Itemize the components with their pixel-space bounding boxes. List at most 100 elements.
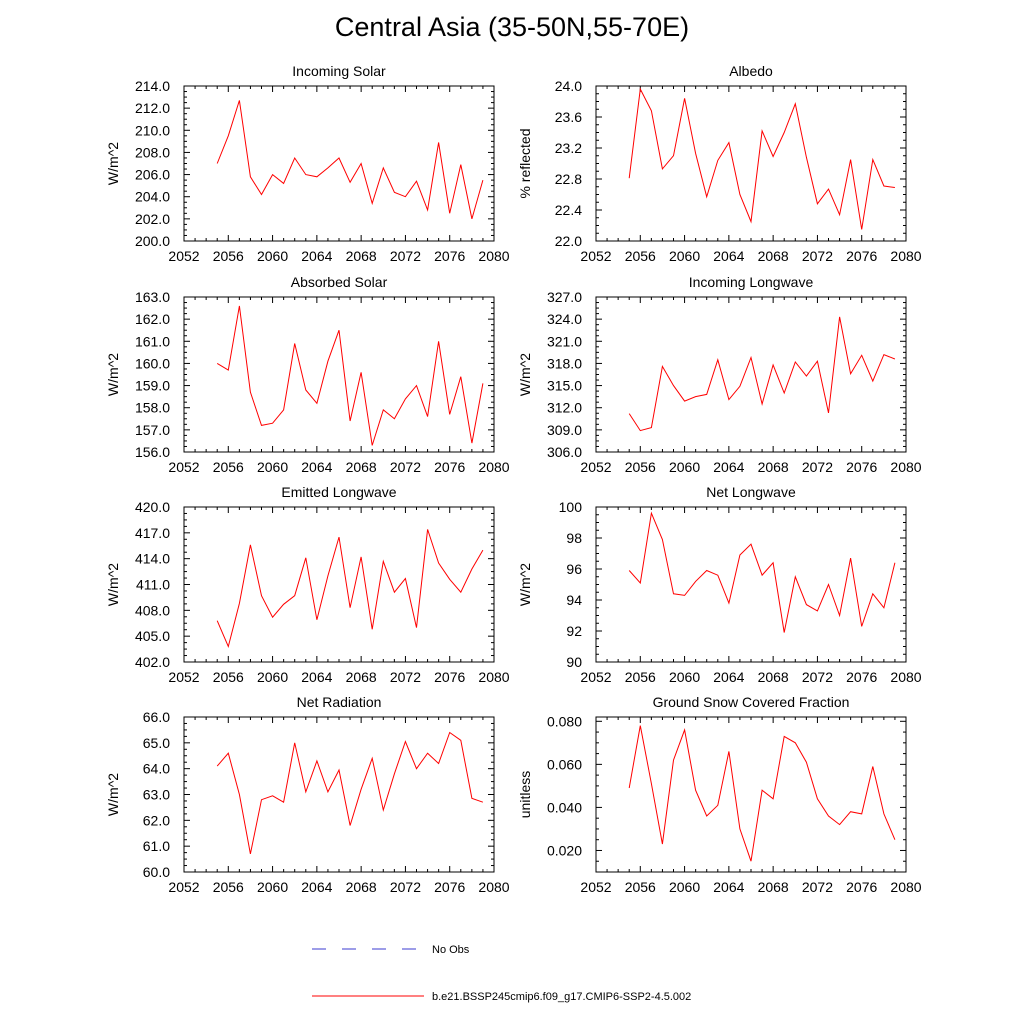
x-tick-label: 2060 — [257, 879, 288, 895]
x-tick-label: 2072 — [802, 459, 833, 475]
y-tick-label: 312.0 — [547, 400, 582, 416]
y-axis-label: W/m^2 — [517, 353, 533, 396]
y-tick-label: 0.020 — [547, 842, 582, 858]
x-tick-label: 2060 — [669, 879, 700, 895]
x-tick-label: 2052 — [580, 879, 611, 895]
y-tick-label: 22.4 — [555, 202, 582, 218]
x-tick-label: 2076 — [846, 879, 877, 895]
y-axis-label: W/m^2 — [517, 563, 533, 606]
panel-title: Net Longwave — [706, 484, 796, 500]
y-tick-label: 61.0 — [143, 838, 170, 854]
x-tick-label: 2068 — [758, 459, 789, 475]
x-tick-label: 2076 — [846, 669, 877, 685]
y-tick-label: 0.060 — [547, 756, 582, 772]
y-tick-label: 159.0 — [135, 378, 170, 394]
plot-frame — [595, 716, 907, 873]
y-tick-label: 163.0 — [135, 289, 170, 305]
y-tick-label: 212.0 — [135, 100, 170, 116]
x-tick-label: 2076 — [434, 248, 465, 264]
y-tick-label: 161.0 — [135, 333, 170, 349]
x-tick-label: 2064 — [301, 459, 332, 475]
x-tick-label: 2080 — [890, 248, 921, 264]
panel-8: 2052 2056 2060 2064 2068 2072 2076 2080 0.020 0.0… — [517, 694, 922, 895]
series-line — [216, 529, 484, 649]
panel-2: 2052 2056 2060 2064 2068 2072 2076 2080 22.0 22.4… — [517, 63, 922, 264]
y-tick-label: 23.2 — [555, 140, 582, 156]
series-line — [628, 511, 896, 633]
x-tick-label: 2056 — [213, 248, 244, 264]
x-tick-label: 2064 — [301, 879, 332, 895]
panel-title: Absorbed Solar — [291, 274, 388, 290]
y-tick-label: 0.040 — [547, 799, 582, 815]
y-tick-label: 210.0 — [135, 122, 170, 138]
x-tick-label: 2056 — [213, 669, 244, 685]
x-tick-label: 2064 — [713, 459, 744, 475]
y-tick-label: 315.0 — [547, 378, 582, 394]
y-tick-label: 208.0 — [135, 144, 170, 160]
x-tick-label: 2060 — [257, 459, 288, 475]
y-tick-label: 327.0 — [547, 289, 582, 305]
plot-frame — [595, 506, 907, 663]
x-tick-label: 2052 — [168, 879, 199, 895]
y-tick-label: 402.0 — [135, 654, 170, 670]
series-line — [628, 725, 896, 862]
x-tick-label: 2068 — [758, 669, 789, 685]
x-tick-label: 2064 — [301, 248, 332, 264]
y-tick-label: 214.0 — [135, 78, 170, 94]
y-tick-label: 160.0 — [135, 355, 170, 371]
y-tick-label: 92 — [566, 623, 582, 639]
y-axis-label: % reflected — [517, 128, 533, 198]
legend: No Obs b.e21.BSSP245cmip6.f09_g17.CMIP6-S… — [312, 944, 691, 1003]
y-tick-label: 202.0 — [135, 211, 170, 227]
legend-label-model: b.e21.BSSP245cmip6.f09_g17.CMIP6-SSP2-4.… — [432, 991, 691, 1003]
y-tick-label: 321.0 — [547, 333, 582, 349]
y-tick-label: 411.0 — [136, 577, 170, 593]
y-tick-label: 0.080 — [547, 713, 582, 729]
x-tick-label: 2072 — [390, 879, 421, 895]
y-axis-label: unitless — [517, 771, 533, 818]
x-tick-label: 2080 — [478, 248, 509, 264]
panel-title: Incoming Longwave — [689, 274, 814, 290]
x-tick-label: 2072 — [802, 248, 833, 264]
panel-5: 2052 2056 2060 2064 2068 2072 2076 2080 402.0 405… — [105, 484, 510, 685]
panel-4: 2052 2056 2060 2064 2068 2072 2076 2080 306.0 309… — [517, 274, 922, 475]
y-axis-label: W/m^2 — [105, 353, 121, 396]
x-tick-label: 2076 — [846, 248, 877, 264]
x-tick-label: 2060 — [669, 669, 700, 685]
x-tick-label: 2068 — [346, 669, 377, 685]
plot-frame — [595, 296, 907, 453]
x-tick-label: 2072 — [802, 669, 833, 685]
x-tick-label: 2080 — [478, 669, 509, 685]
x-tick-label: 2060 — [669, 248, 700, 264]
x-tick-label: 2056 — [625, 248, 656, 264]
y-tick-label: 94 — [566, 592, 582, 608]
x-tick-label: 2064 — [713, 669, 744, 685]
x-tick-label: 2052 — [580, 248, 611, 264]
plot-frame — [183, 716, 495, 873]
y-tick-label: 60.0 — [143, 864, 170, 880]
y-tick-label: 100 — [559, 499, 583, 515]
y-tick-label: 62.0 — [143, 812, 170, 828]
x-tick-label: 2068 — [758, 879, 789, 895]
x-tick-label: 2052 — [168, 669, 199, 685]
x-tick-label: 2076 — [846, 459, 877, 475]
x-tick-label: 2072 — [390, 248, 421, 264]
x-tick-label: 2052 — [168, 459, 199, 475]
plot-frame — [183, 85, 495, 242]
y-tick-label: 420.0 — [135, 499, 170, 515]
x-tick-label: 2056 — [625, 879, 656, 895]
panel-title: Incoming Solar — [292, 63, 386, 79]
y-tick-label: 65.0 — [143, 735, 170, 751]
x-tick-label: 2080 — [478, 459, 509, 475]
x-tick-label: 2060 — [257, 248, 288, 264]
y-tick-label: 408.0 — [135, 602, 170, 618]
x-tick-label: 2072 — [390, 669, 421, 685]
x-tick-label: 2072 — [390, 459, 421, 475]
x-tick-label: 2052 — [580, 669, 611, 685]
figure-title: Central Asia (35-50N,55-70E) — [334, 12, 690, 42]
y-tick-label: 98 — [566, 530, 582, 546]
x-tick-label: 2056 — [213, 459, 244, 475]
x-tick-label: 2064 — [713, 248, 744, 264]
panel-3: 2052 2056 2060 2064 2068 2072 2076 2080 156.0 157… — [105, 274, 510, 475]
